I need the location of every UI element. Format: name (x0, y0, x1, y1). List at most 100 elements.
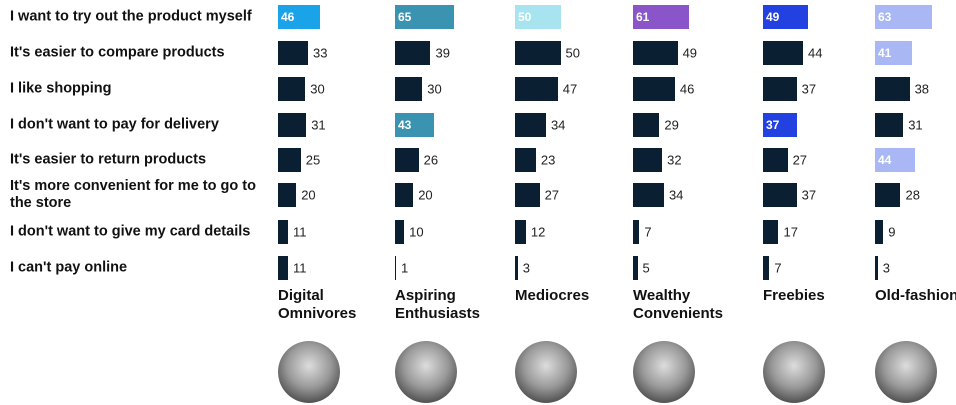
bar (763, 5, 808, 29)
series-name: Old-fashioneds (875, 287, 956, 304)
bar (763, 220, 779, 244)
bar (395, 220, 405, 244)
bar (763, 41, 804, 65)
bar (763, 113, 797, 137)
value-label: 3 (522, 260, 530, 276)
category-label: It's more convenient for me to go to the… (10, 178, 256, 211)
bar (278, 256, 288, 280)
value-label: 37 (766, 118, 780, 132)
bar (875, 77, 910, 101)
category-label: I can't pay online (10, 259, 128, 276)
bar (395, 41, 431, 65)
bar (763, 183, 797, 207)
value-label: 34 (550, 117, 566, 133)
bar (395, 256, 396, 280)
bar (875, 183, 901, 207)
value-label: 50 (565, 45, 580, 61)
value-label: 43 (398, 118, 412, 132)
bar (633, 256, 638, 280)
value-label: 34 (668, 187, 684, 203)
bar (395, 77, 423, 101)
bar (875, 5, 933, 29)
bar (633, 41, 678, 65)
bar (515, 220, 526, 244)
bar (515, 41, 561, 65)
value-label: 46 (679, 81, 695, 97)
bar (395, 113, 435, 137)
value-label: 1 (401, 260, 409, 276)
bar (278, 220, 288, 244)
bar (395, 148, 419, 172)
value-label: 49 (766, 10, 780, 24)
value-label: 12 (530, 224, 546, 240)
category-label: I want to try out the product myself (10, 8, 252, 25)
bar (278, 148, 301, 172)
persona-photo (515, 341, 577, 403)
value-label: 31 (311, 117, 326, 133)
value-label: 37 (801, 187, 817, 203)
series-name: Wealthy Convenients (633, 287, 724, 322)
value-label: 49 (682, 45, 698, 61)
bar (395, 5, 455, 29)
bar (633, 148, 663, 172)
bar (633, 113, 660, 137)
bar (763, 256, 770, 280)
value-label: 27 (544, 187, 560, 203)
value-label: 11 (293, 224, 307, 240)
persona-photo (278, 341, 340, 403)
value-label: 39 (435, 45, 450, 61)
value-label: 5 (642, 260, 650, 276)
series-name: Mediocres (515, 287, 590, 304)
series-name: Aspiring Enthusiasts (395, 287, 481, 322)
bar (875, 41, 913, 65)
series-name: Digital Omnivores (278, 287, 357, 322)
bar (278, 41, 309, 65)
bar (875, 256, 878, 280)
value-label: 20 (301, 187, 316, 203)
value-label: 11 (293, 260, 307, 276)
value-label: 44 (878, 153, 892, 167)
category-label: I don't want to pay for delivery (10, 116, 219, 133)
series-name: Freebies (763, 287, 825, 304)
value-label: 47 (562, 81, 578, 97)
bar (515, 5, 561, 29)
value-label: 9 (888, 224, 896, 240)
bar (515, 183, 540, 207)
value-label: 32 (667, 152, 682, 168)
value-label: 17 (783, 224, 798, 240)
value-label: 30 (427, 81, 442, 97)
bar (763, 77, 797, 101)
bar (278, 5, 320, 29)
value-label: 20 (418, 187, 433, 203)
bar (395, 183, 414, 207)
bar (633, 183, 664, 207)
value-label: 27 (792, 152, 808, 168)
value-label: 26 (423, 152, 439, 168)
value-label: 10 (409, 224, 424, 240)
value-label: 65 (398, 10, 412, 24)
bar (875, 113, 904, 137)
category-label: I don't want to give my card details (10, 223, 251, 240)
value-label: 33 (313, 45, 328, 61)
value-label: 29 (664, 117, 679, 133)
persona-photo (633, 341, 695, 403)
category-label: It's easier to return products (10, 151, 207, 168)
value-label: 23 (540, 152, 556, 168)
bar (515, 148, 536, 172)
bar (763, 148, 788, 172)
bar (633, 220, 640, 244)
persona-photo (395, 341, 457, 403)
value-label: 41 (878, 46, 892, 60)
value-label: 61 (636, 10, 650, 24)
persona-photo (763, 341, 825, 403)
value-label: 46 (281, 10, 295, 24)
value-label: 50 (518, 10, 532, 24)
category-label: I like shopping (10, 80, 112, 97)
bar (515, 77, 558, 101)
bar (515, 113, 546, 137)
bar (875, 148, 916, 172)
bar (278, 113, 307, 137)
value-label: 30 (310, 81, 325, 97)
category-label: It's easier to compare products (10, 44, 225, 61)
